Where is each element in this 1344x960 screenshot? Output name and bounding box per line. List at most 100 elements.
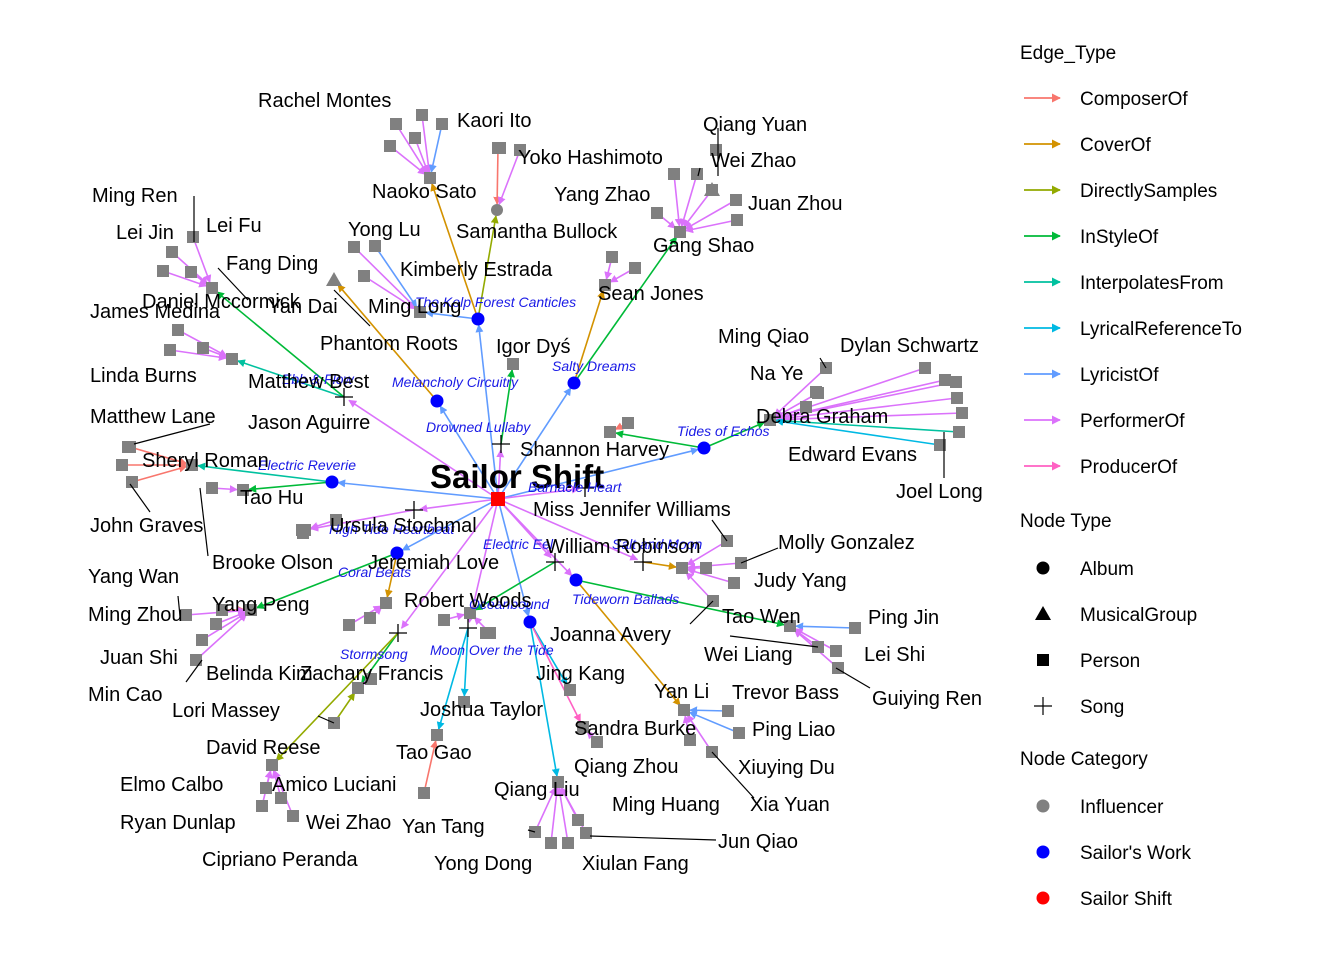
person-label-tao-hu: Tao Hu: [240, 487, 303, 509]
person-label-sandra-burke: Sandra Burke: [574, 718, 696, 740]
edge-performerof: [682, 189, 713, 228]
leader-line: [697, 167, 701, 177]
work-node-w2: [430, 394, 444, 408]
edge-performerof: [192, 236, 212, 284]
person-label-yang-zhao: Yang Zhao: [554, 184, 650, 206]
person-node: [810, 386, 822, 398]
legend-label-interpolatesfrom: InterpolatesFrom: [1080, 273, 1224, 294]
edge-directlysamples: [477, 215, 499, 320]
person-node: [172, 324, 184, 336]
edge-coverof: [337, 283, 438, 402]
legend-key-sailor-s-work: [1036, 845, 1050, 859]
person-label-tao-gao: Tao Gao: [396, 742, 472, 764]
influencer-node-yang-peng: [245, 604, 257, 616]
edge-coverof: [573, 289, 605, 384]
edge-producerof: [529, 621, 582, 723]
person-label-miss-jennifer-williams: Miss Jennifer Williams: [533, 499, 731, 521]
person-label-david-reese: David Reese: [206, 737, 321, 759]
edge-performerof: [686, 540, 728, 566]
leader-line: [527, 829, 536, 833]
influencer-node-yan-li: [678, 704, 690, 716]
edge-lyricistof: [425, 309, 479, 320]
person-label-ming-zhou: Ming Zhou: [88, 604, 183, 626]
person-node: [409, 132, 421, 144]
work-label-w12: Oceanbound: [469, 596, 550, 612]
person-node: [722, 705, 734, 717]
edge-instyleof: [703, 421, 766, 449]
influencer-node-debra-graham: [764, 414, 776, 426]
person-label-ming-long: Ming Long: [368, 296, 461, 318]
person-node: [418, 787, 430, 799]
edge-performerof: [534, 786, 557, 833]
legend-label-composerof: ComposerOf: [1080, 89, 1188, 110]
edge-instyleof: [575, 579, 785, 628]
edge-performerof: [395, 123, 428, 174]
person-label-juan-shi: Juan Shi: [100, 647, 178, 669]
edge-lyricistof: [688, 711, 740, 734]
influencer-node-william-robinson: [676, 562, 688, 574]
influencer-node-david-reese: [266, 759, 278, 771]
influencer-node-matthew-best: [226, 353, 238, 365]
person-label-xiuying-du: Xiuying Du: [738, 757, 835, 779]
edge-instyleof: [573, 236, 678, 384]
person-label-ming-qiao: Ming Qiao: [718, 326, 809, 348]
person-label-wei-zhao: Wei Zhao: [306, 812, 391, 834]
person-label-joanna-avery: Joanna Avery: [550, 624, 671, 646]
center-node: [491, 492, 505, 506]
person-label-samantha-bullock: Samantha Bullock: [456, 221, 618, 243]
person-node: [494, 142, 506, 154]
edge-instyleof: [474, 561, 556, 611]
work-node-w5: [697, 441, 711, 455]
person-label-dylan-schwartz: Dylan Schwartz: [840, 335, 979, 357]
edge-performerof: [348, 399, 499, 500]
person-node: [622, 417, 634, 429]
person-node: [157, 265, 169, 277]
legend-label-person: Person: [1080, 651, 1140, 672]
influencer-node-jing-kang: [564, 684, 576, 696]
edge-coverof: [384, 552, 398, 598]
edge-lyricistof: [475, 324, 499, 500]
legend-key-person: [1037, 654, 1049, 666]
influencer-node-ursula-stochmal: [299, 524, 311, 536]
legend: Edge_Type ComposerOf CoverOf DirectlySample…: [1020, 43, 1242, 910]
edge-performerof: [419, 498, 499, 513]
edge-performerof: [679, 173, 698, 228]
person-label-phantom-roots: Phantom Roots: [320, 333, 458, 355]
person-label-wei-zhao: Wei Zhao: [711, 150, 796, 172]
work-label-w8: High Tide Heartbeat: [329, 521, 455, 537]
person-label-joel-long: Joel Long: [896, 481, 983, 503]
edge-performerof: [467, 498, 499, 623]
leader-line: [177, 595, 181, 617]
influencer-node-qiang-liu: [552, 776, 564, 788]
edge-performerof: [195, 613, 248, 661]
legend-label-performerof: PerformerOf: [1080, 411, 1185, 432]
person-node: [436, 118, 448, 130]
edge-instyleof: [216, 291, 345, 398]
person-label-wei-liang: Wei Liang: [704, 644, 793, 666]
person-node: [287, 810, 299, 822]
influencer-node-joshua-taylor: [458, 696, 470, 708]
leader-line: [317, 715, 335, 724]
influencer-node-sean-jones: [599, 279, 611, 291]
person-node: [919, 362, 931, 374]
person-node: [580, 827, 592, 839]
person-label-yan-tang: Yan Tang: [402, 816, 485, 838]
person-node: [939, 374, 951, 386]
edge-performerof: [201, 612, 247, 641]
edge-performerof: [556, 787, 569, 844]
person-label-yan-dai: Yan Dai: [268, 296, 338, 318]
leader-line: [589, 835, 717, 841]
person-node: [256, 800, 268, 812]
person-node: [275, 792, 287, 804]
edge-performerof: [686, 714, 713, 753]
person-label-igor-dy: Igor Dyś: [496, 336, 570, 358]
work-label-w3: Salty Dreams: [552, 358, 636, 374]
person-node: [728, 577, 740, 589]
person-node: [651, 207, 663, 219]
edge-performerof: [169, 349, 227, 362]
person-node: [197, 342, 209, 354]
edge-performerof: [421, 114, 433, 173]
edge-lyricistof: [795, 622, 856, 631]
edge-performerof: [497, 498, 639, 561]
edge-lyricalreferenceto: [436, 627, 469, 731]
